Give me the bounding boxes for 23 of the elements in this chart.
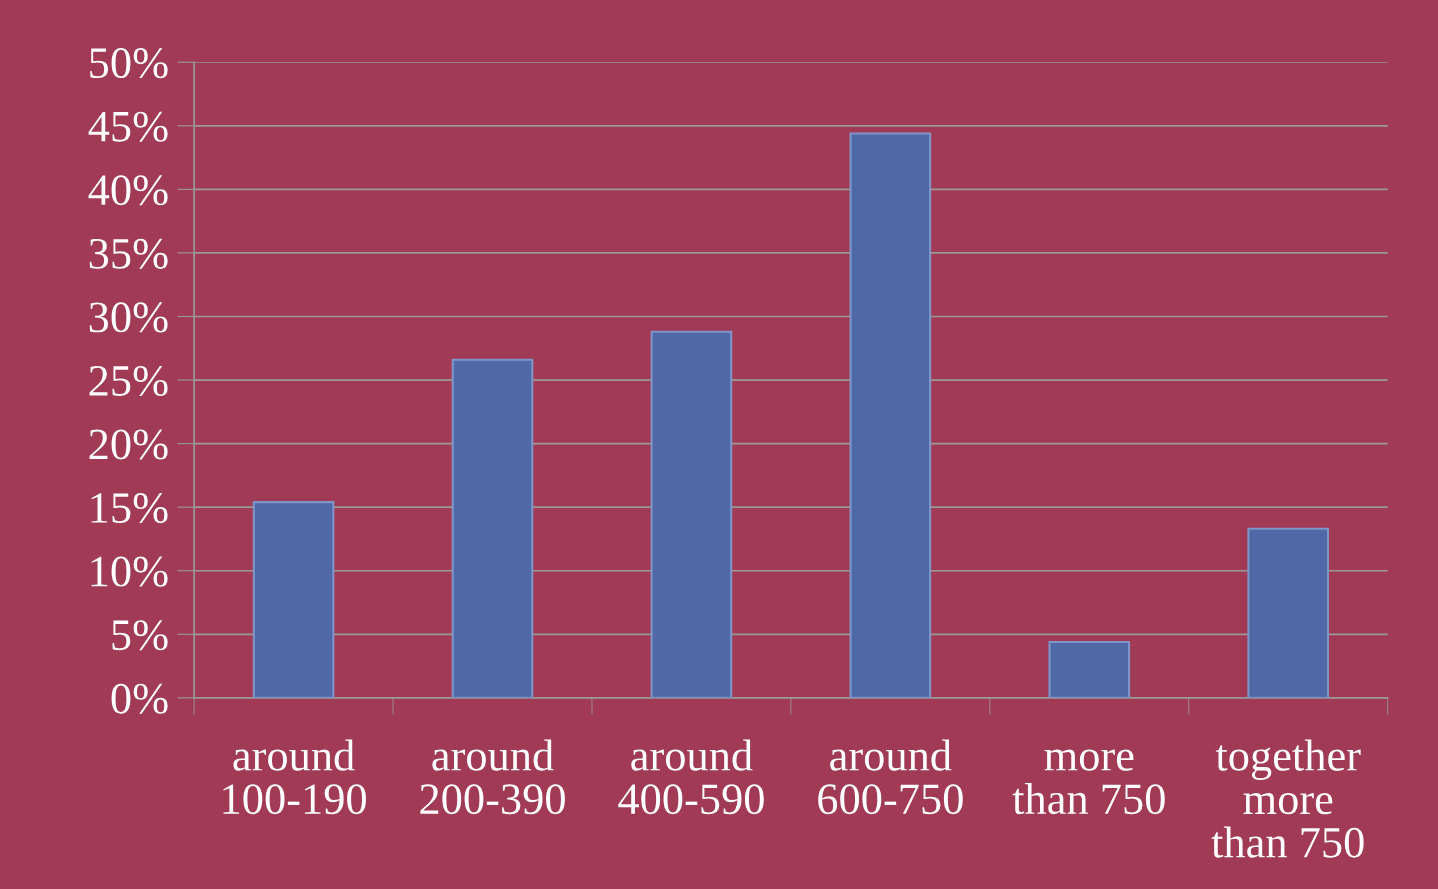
x-tick-label: around 400-590 [618,739,764,815]
y-tick-label: 10% [91,556,168,587]
x-tick-label: around 100-190 [223,739,366,815]
y-tick-label: 50% [90,48,168,79]
bar [1048,640,1131,698]
y-tick-label: 20% [89,429,168,460]
y-tick-label: 40% [88,175,168,206]
y-tick-label: 45% [88,111,168,142]
bar [252,501,335,698]
bar [650,330,733,698]
x-tick-label: together more than 750 [1211,739,1364,858]
bar [849,132,932,698]
y-tick-label: 5% [112,620,168,651]
y-tick-label: 25% [89,365,168,397]
x-tick-label: more than 750 [1012,749,1165,815]
y-tick-label: 35% [89,238,168,269]
x-tick-label: around 600-750 [818,739,963,815]
y-tick-label: 30% [89,302,168,333]
y-tick-label: 0% [111,683,168,714]
x-tick-label: around 200-390 [420,739,565,815]
bar [1247,527,1330,698]
y-tick-label: 15% [91,493,168,524]
bar [451,358,534,698]
